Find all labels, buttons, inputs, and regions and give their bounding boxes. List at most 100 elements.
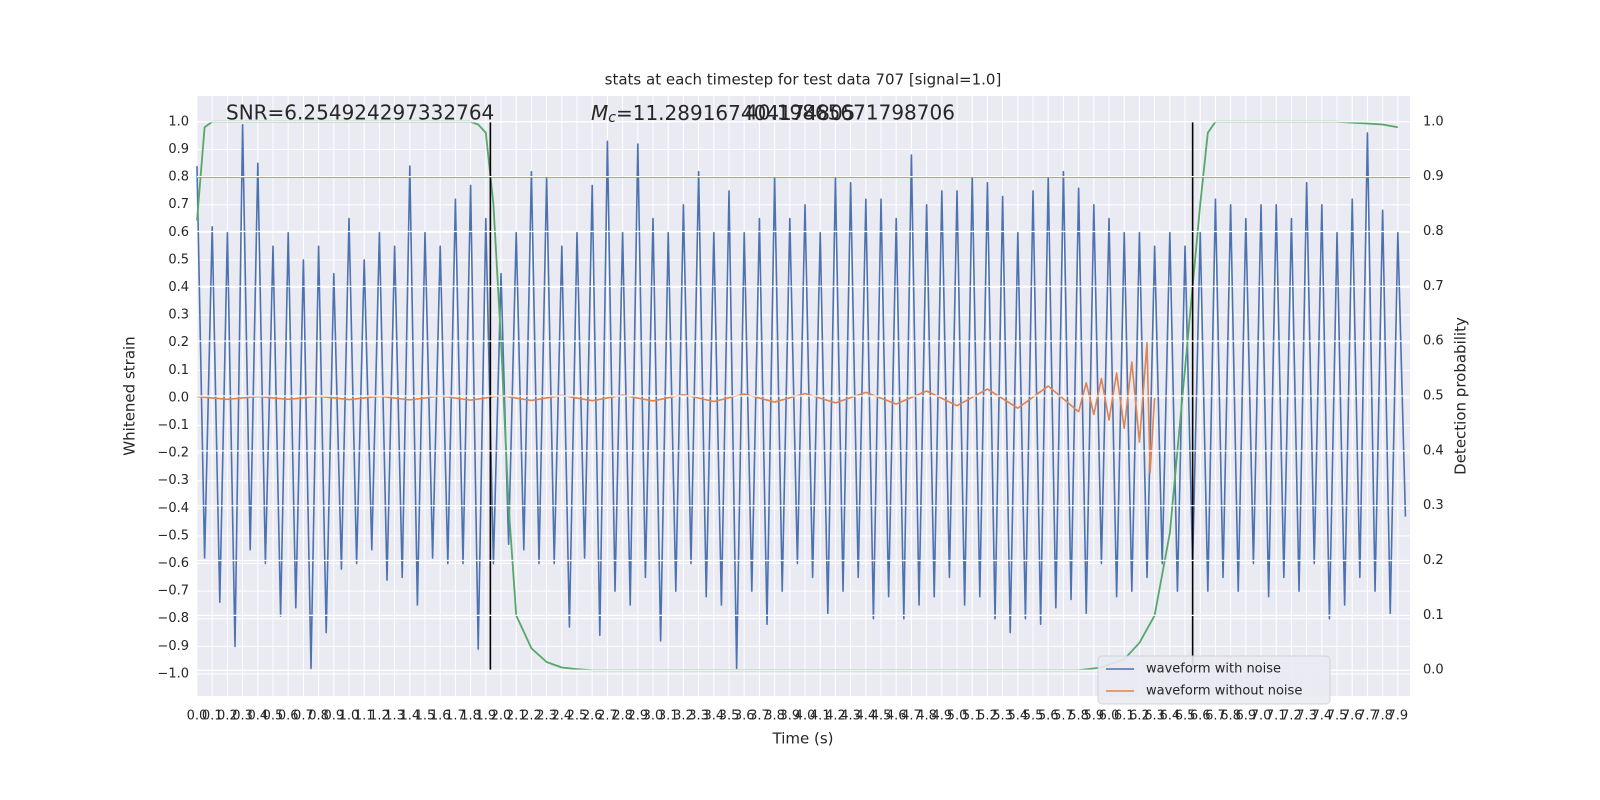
x-tick-label: 4.4 — [855, 709, 876, 724]
y2-tick-label: 0.1 — [1423, 608, 1444, 623]
x-tick-label: 0.6 — [278, 709, 299, 724]
x-tick-label: 1.3 — [384, 709, 405, 724]
x-tick-label: 7.0 — [1251, 709, 1272, 724]
x-tick-label: 6.4 — [1159, 709, 1180, 724]
y-tick-label: 1.0 — [168, 114, 189, 129]
x-tick-label: 6.6 — [1190, 709, 1211, 724]
legend-box — [1097, 655, 1331, 705]
x-tick-label: 5.0 — [947, 709, 968, 724]
x-tick-label: 5.9 — [1083, 709, 1104, 724]
y-tick-label: 0.8 — [168, 170, 189, 185]
y2-tick-label: 0.6 — [1423, 334, 1444, 349]
x-tick-label: 7.5 — [1327, 709, 1348, 724]
x-tick-label: 0.4 — [247, 709, 268, 724]
x-tick-label: 5.3 — [992, 709, 1013, 724]
x-tick-label: 1.7 — [445, 709, 466, 724]
x-tick-label: 5.6 — [1038, 709, 1059, 724]
x-tick-label: 3.3 — [688, 709, 709, 724]
annotation-text: =11.289167404174805 — [616, 101, 855, 125]
y-axis-label: Whitened strain — [121, 336, 139, 455]
x-tick-label: 2.9 — [627, 709, 648, 724]
x-tick-label: 3.4 — [703, 709, 724, 724]
x-tick-label: 5.2 — [977, 709, 998, 724]
x-tick-label: 4.9 — [931, 709, 952, 724]
x-tick-label: 3.7 — [749, 709, 770, 724]
x-tick-label: 4.6 — [886, 709, 907, 724]
annotation: Mc=11.289167404174805 — [591, 101, 855, 127]
x-tick-label: 6.2 — [1129, 709, 1150, 724]
x-tick-label: 2.0 — [491, 709, 512, 724]
x-tick-label: 1.4 — [399, 709, 420, 724]
x-tick-label: 4.3 — [840, 709, 861, 724]
x-tick-label: 2.8 — [612, 709, 633, 724]
y-tick-label: 0.0 — [168, 390, 189, 405]
x-tick-label: 1.6 — [430, 709, 451, 724]
data-line — [196, 341, 1156, 474]
x-tick-label: 3.2 — [673, 709, 694, 724]
x-tick-label: 3.0 — [643, 709, 664, 724]
x-tick-label: 7.9 — [1387, 709, 1408, 724]
x-tick-label: 4.7 — [901, 709, 922, 724]
x-tick-label: 2.1 — [506, 709, 527, 724]
legend-label: waveform with noise — [1146, 662, 1281, 677]
x-tick-label: 3.9 — [779, 709, 800, 724]
x-tick-label: 4.2 — [825, 709, 846, 724]
x-tick-label: 2.3 — [536, 709, 557, 724]
y-tick-label: 0.4 — [168, 280, 189, 295]
x-tick-label: 6.0 — [1099, 709, 1120, 724]
chart-title: stats at each timestep for test data 707… — [605, 71, 1002, 89]
x-tick-label: 7.3 — [1296, 709, 1317, 724]
x-tick-label: 7.6 — [1342, 709, 1363, 724]
y2-tick-label: 0.9 — [1423, 169, 1444, 184]
y-tick-label: 0.5 — [168, 252, 189, 267]
x-tick-label: 7.4 — [1311, 709, 1332, 724]
annotation-symbol: M — [591, 101, 608, 125]
x-tick-label: 0.9 — [323, 709, 344, 724]
x-tick-label: 0.1 — [202, 709, 223, 724]
x-tick-label: 2.7 — [597, 709, 618, 724]
x-tick-label: 1.1 — [354, 709, 375, 724]
x-tick-label: 4.5 — [871, 709, 892, 724]
y-tick-label: −0.3 — [157, 473, 189, 488]
y2-tick-label: 1.0 — [1423, 114, 1444, 129]
x-tick-label: 7.2 — [1281, 709, 1302, 724]
x-tick-label: 0.3 — [232, 709, 253, 724]
x-tick-label: 5.8 — [1068, 709, 1089, 724]
y-tick-label: −0.7 — [157, 584, 189, 599]
x-tick-label: 3.1 — [658, 709, 679, 724]
x-tick-label: 6.1 — [1114, 709, 1135, 724]
x-tick-label: 2.6 — [582, 709, 603, 724]
x-tick-label: 0.0 — [187, 709, 208, 724]
y-tick-label: 0.1 — [168, 363, 189, 378]
x-tick-label: 6.3 — [1144, 709, 1165, 724]
x-tick-label: 5.7 — [1053, 709, 1074, 724]
x-tick-label: 6.8 — [1220, 709, 1241, 724]
y2-tick-label: 0.7 — [1423, 279, 1444, 294]
x-tick-label: 4.0 — [795, 709, 816, 724]
y2-tick-label: 0.4 — [1423, 443, 1444, 458]
y-tick-label: 0.6 — [168, 225, 189, 240]
x-tick-label: 0.2 — [217, 709, 238, 724]
y-tick-label: −0.9 — [157, 639, 189, 654]
x-tick-label: 3.6 — [734, 709, 755, 724]
x-tick-label: 5.4 — [1007, 709, 1028, 724]
x-tick-label: 3.5 — [719, 709, 740, 724]
y2-tick-label: 0.8 — [1423, 224, 1444, 239]
x-tick-label: 0.5 — [263, 709, 284, 724]
x-tick-label: 6.9 — [1235, 709, 1256, 724]
y-tick-label: −0.6 — [157, 556, 189, 571]
y2-tick-label: 0.3 — [1423, 498, 1444, 513]
x-tick-label: 1.5 — [415, 709, 436, 724]
y-tick-label: −0.2 — [157, 446, 189, 461]
x-tick-label: 1.9 — [475, 709, 496, 724]
x-tick-label: 5.5 — [1023, 709, 1044, 724]
legend-label: waveform without noise — [1146, 684, 1302, 699]
y-tick-label: −0.8 — [157, 611, 189, 626]
y-tick-label: 0.3 — [168, 308, 189, 323]
y-tick-label: −1.0 — [157, 666, 189, 681]
legend: waveform with noise waveform without nois… — [1097, 655, 1331, 705]
y-tick-label: 0.9 — [168, 142, 189, 157]
y-tick-label: −0.1 — [157, 418, 189, 433]
y2-tick-label: 0.0 — [1423, 663, 1444, 678]
